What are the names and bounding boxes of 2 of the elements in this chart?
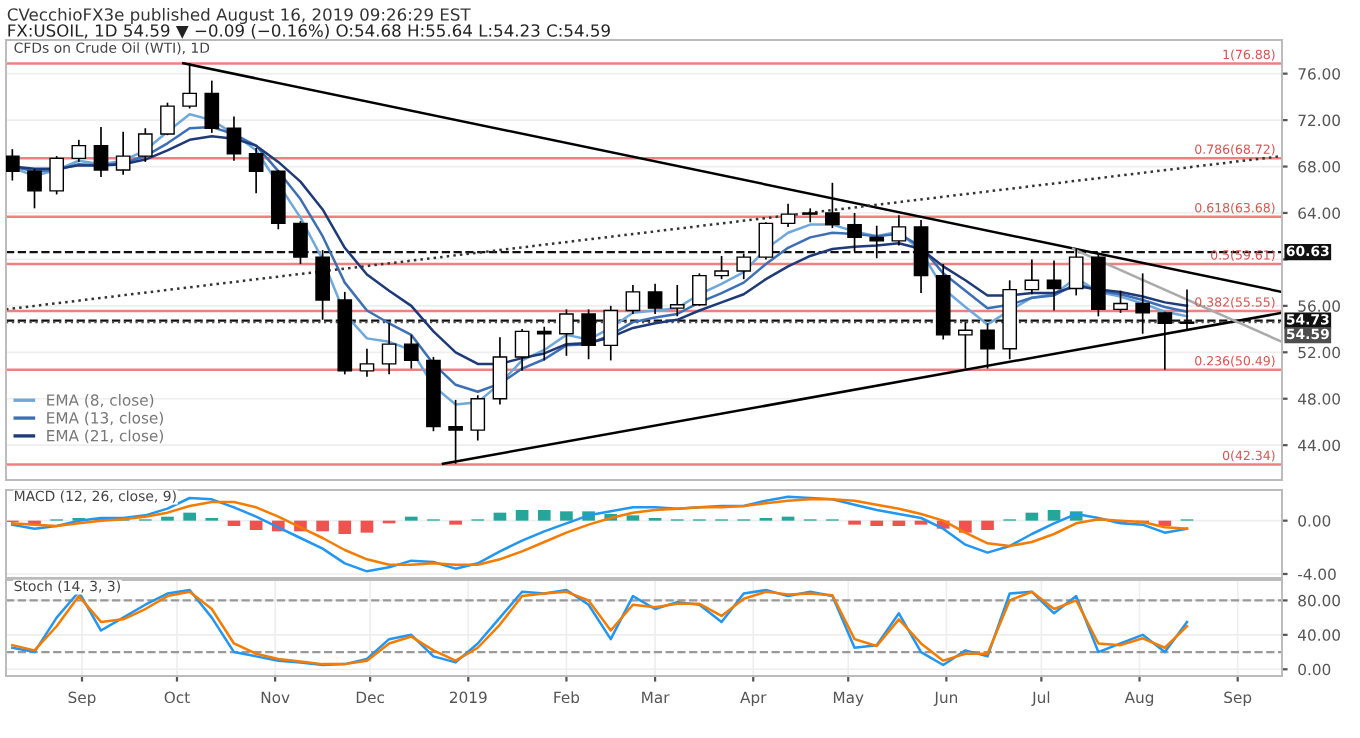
chart-subtitle: FX:USOIL, 1D 54.59 ▼ −0.09 (−0.16%) O:54.68 H:55.64 L:54.23 C:54.59 bbox=[8, 23, 610, 39]
chart-title: CVecchioFX3e published August 16, 2019 09:26:29 EST bbox=[7, 7, 471, 25]
